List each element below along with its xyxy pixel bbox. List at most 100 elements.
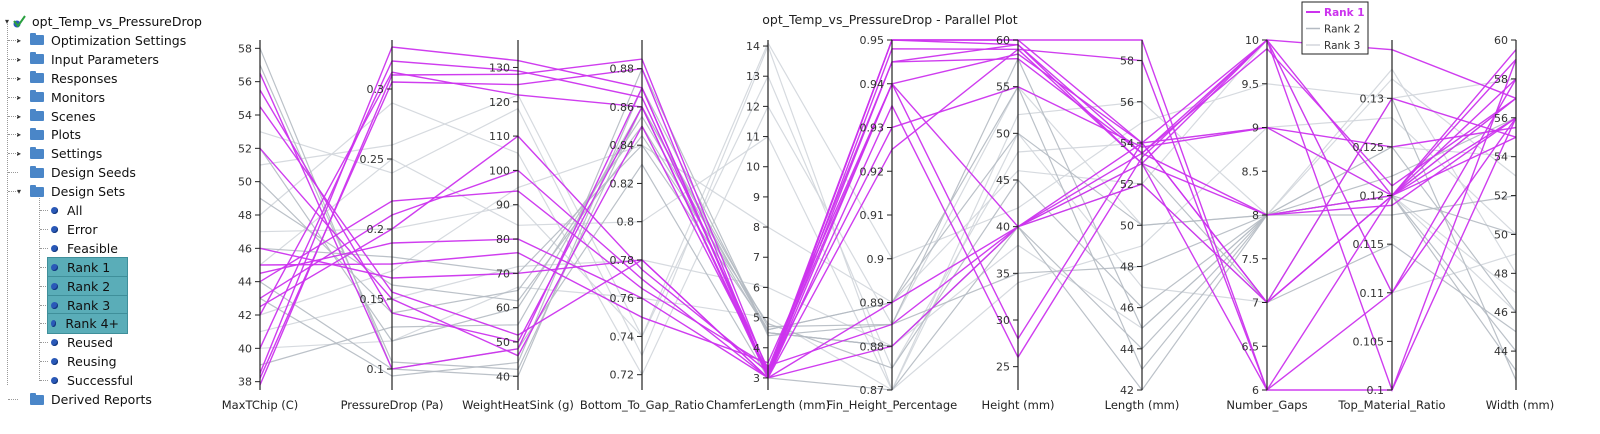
tick-label: 9 <box>1252 122 1259 135</box>
tree-item-design-sets[interactable]: ▾ Design Sets <box>14 182 125 201</box>
folder-icon <box>30 392 44 405</box>
chart-title: opt_Temp_vs_PressureDrop - Parallel Plot <box>762 12 1018 27</box>
tick-label: 30 <box>996 314 1010 327</box>
expand-icon[interactable]: ▸ <box>16 130 21 140</box>
tree-item-derived-reports[interactable]: Derived Reports <box>14 390 152 409</box>
tree-item-scenes[interactable]: ▸ Scenes <box>14 107 96 126</box>
design-set-icon <box>51 207 58 214</box>
tree-item-optimization-settings[interactable]: ▸ Optimization Settings <box>14 31 186 50</box>
tick-label: 8.5 <box>1242 165 1260 178</box>
tick-label: 58 <box>1120 55 1134 68</box>
tree-guide <box>8 399 18 400</box>
tick-label: 0.84 <box>610 139 635 152</box>
series-line-rank-3 <box>259 132 1517 392</box>
tree-item-label: Design Seeds <box>51 165 136 181</box>
tree-guide <box>8 77 18 79</box>
tree-item-input-parameters[interactable]: ▸ Input Parameters <box>14 50 159 69</box>
tree-item-plots[interactable]: ▸ Plots <box>14 125 81 144</box>
parallel-plot: 38 40 42 44 46 48 50 52 54 56 58 MaxTChip (C) 0.1 0.1… <box>220 0 1600 430</box>
tick-label: 52 <box>1120 178 1134 191</box>
tick-label: 8 <box>1252 209 1259 222</box>
design-set-icon <box>51 244 58 252</box>
expand-icon[interactable]: ▸ <box>16 149 21 159</box>
tree-item-label: Input Parameters <box>51 51 159 67</box>
tree-item-design-seeds[interactable]: Design Seeds <box>14 163 136 182</box>
tree-item-label: Optimization Settings <box>51 32 187 48</box>
folder-icon <box>30 90 44 103</box>
tree-guide <box>40 323 48 325</box>
folder-icon <box>30 127 44 140</box>
tree-guide <box>8 115 18 117</box>
folder-icon <box>30 109 44 121</box>
tree-item-settings[interactable]: ▸ Settings <box>14 144 102 163</box>
tree-item-successful[interactable]: Successful <box>48 371 141 390</box>
design-set-icon <box>51 339 58 347</box>
tree-guide <box>40 210 48 211</box>
tick-label: 52 <box>238 142 252 155</box>
series-line-rank-1 <box>259 53 1517 380</box>
tick-label: 60 <box>996 34 1010 47</box>
tree-item-rank-3[interactable]: Rank 3 <box>47 294 128 316</box>
axis-label: ChamferLength (mm) <box>706 398 830 412</box>
tick-label: 120 <box>489 96 510 109</box>
tick-label: 45 <box>996 174 1010 187</box>
tree-item-label: Rank 1 <box>67 259 111 275</box>
tick-label: 42 <box>238 309 252 322</box>
tick-label: 0.74 <box>610 330 635 343</box>
series-line-rank-2 <box>259 117 1517 392</box>
design-set-icon <box>51 263 58 271</box>
tick-label: 0.12 <box>1360 190 1385 203</box>
tick-label: 70 <box>496 267 510 280</box>
tree-item-label: Reused <box>67 335 113 351</box>
tree-root-label: opt_Temp_vs_PressureDrop <box>32 14 202 29</box>
tick-label: 11 <box>746 131 760 144</box>
legend-entry-label: Rank 1 <box>1324 7 1365 19</box>
tree-item-responses[interactable]: ▸ Responses <box>14 69 118 88</box>
tree-item-all[interactable]: All <box>48 201 91 220</box>
legend-entry-label: Rank 2 <box>1324 24 1360 36</box>
tree-root[interactable]: ▾ opt_Temp_vs_PressureDrop <box>2 12 202 31</box>
folder-icon <box>30 165 44 178</box>
tick-label: 7.5 <box>1242 253 1260 266</box>
expand-icon[interactable]: ▸ <box>16 73 21 83</box>
legend-entry-label: Rank 3 <box>1324 40 1360 52</box>
axis-label: Height (mm) <box>981 398 1054 412</box>
tick-label: 6 <box>1252 384 1259 397</box>
tree-item-monitors[interactable]: ▸ Monitors <box>14 88 105 107</box>
expand-icon[interactable]: ▸ <box>16 54 21 64</box>
expand-icon[interactable]: ▸ <box>16 111 21 121</box>
tick-label: 0.89 <box>860 297 885 310</box>
tick-label: 6 <box>753 281 760 294</box>
tick-label: 50 <box>496 336 510 349</box>
tick-label: 7 <box>1252 297 1259 310</box>
tree-item-error[interactable]: Error <box>48 220 105 239</box>
tree-guide <box>40 380 48 382</box>
tree-item-label: Error <box>67 221 98 237</box>
tree-guide <box>40 342 48 344</box>
tree-item-rank-4[interactable]: Rank 4+ <box>47 313 128 335</box>
tree-item-rank-2[interactable]: Rank 2 <box>47 275 128 297</box>
tree-item-reusing[interactable]: Reusing <box>48 352 125 371</box>
tick-label: 0.2 <box>367 223 385 236</box>
tick-label: 40 <box>496 370 510 383</box>
tree-guide <box>8 134 18 136</box>
tree-item-feasible[interactable]: Feasible <box>48 239 126 258</box>
tick-label: 0.88 <box>610 63 635 76</box>
expand-icon[interactable]: ▸ <box>16 35 21 45</box>
tick-label: 56 <box>238 76 252 89</box>
expand-icon[interactable]: ▸ <box>16 92 21 102</box>
tree-guide <box>8 191 18 193</box>
tree-item-rank-1[interactable]: Rank 1 <box>47 256 128 278</box>
legend: Rank 1 Rank 2 Rank 3 <box>1301 1 1369 55</box>
tick-label: 50 <box>1494 228 1508 241</box>
tree-item-label: Design Sets <box>51 184 126 200</box>
tree-item-reused[interactable]: Reused <box>48 333 121 352</box>
tree-item-label: Reusing <box>67 354 117 370</box>
collapse-icon[interactable]: ▾ <box>4 17 9 26</box>
tick-label: 0.92 <box>860 165 885 178</box>
tick-label: 0.13 <box>1360 92 1385 105</box>
tick-label: 48 <box>238 209 252 222</box>
collapse-icon[interactable]: ▾ <box>16 187 21 197</box>
tick-label: 0.95 <box>860 34 885 47</box>
